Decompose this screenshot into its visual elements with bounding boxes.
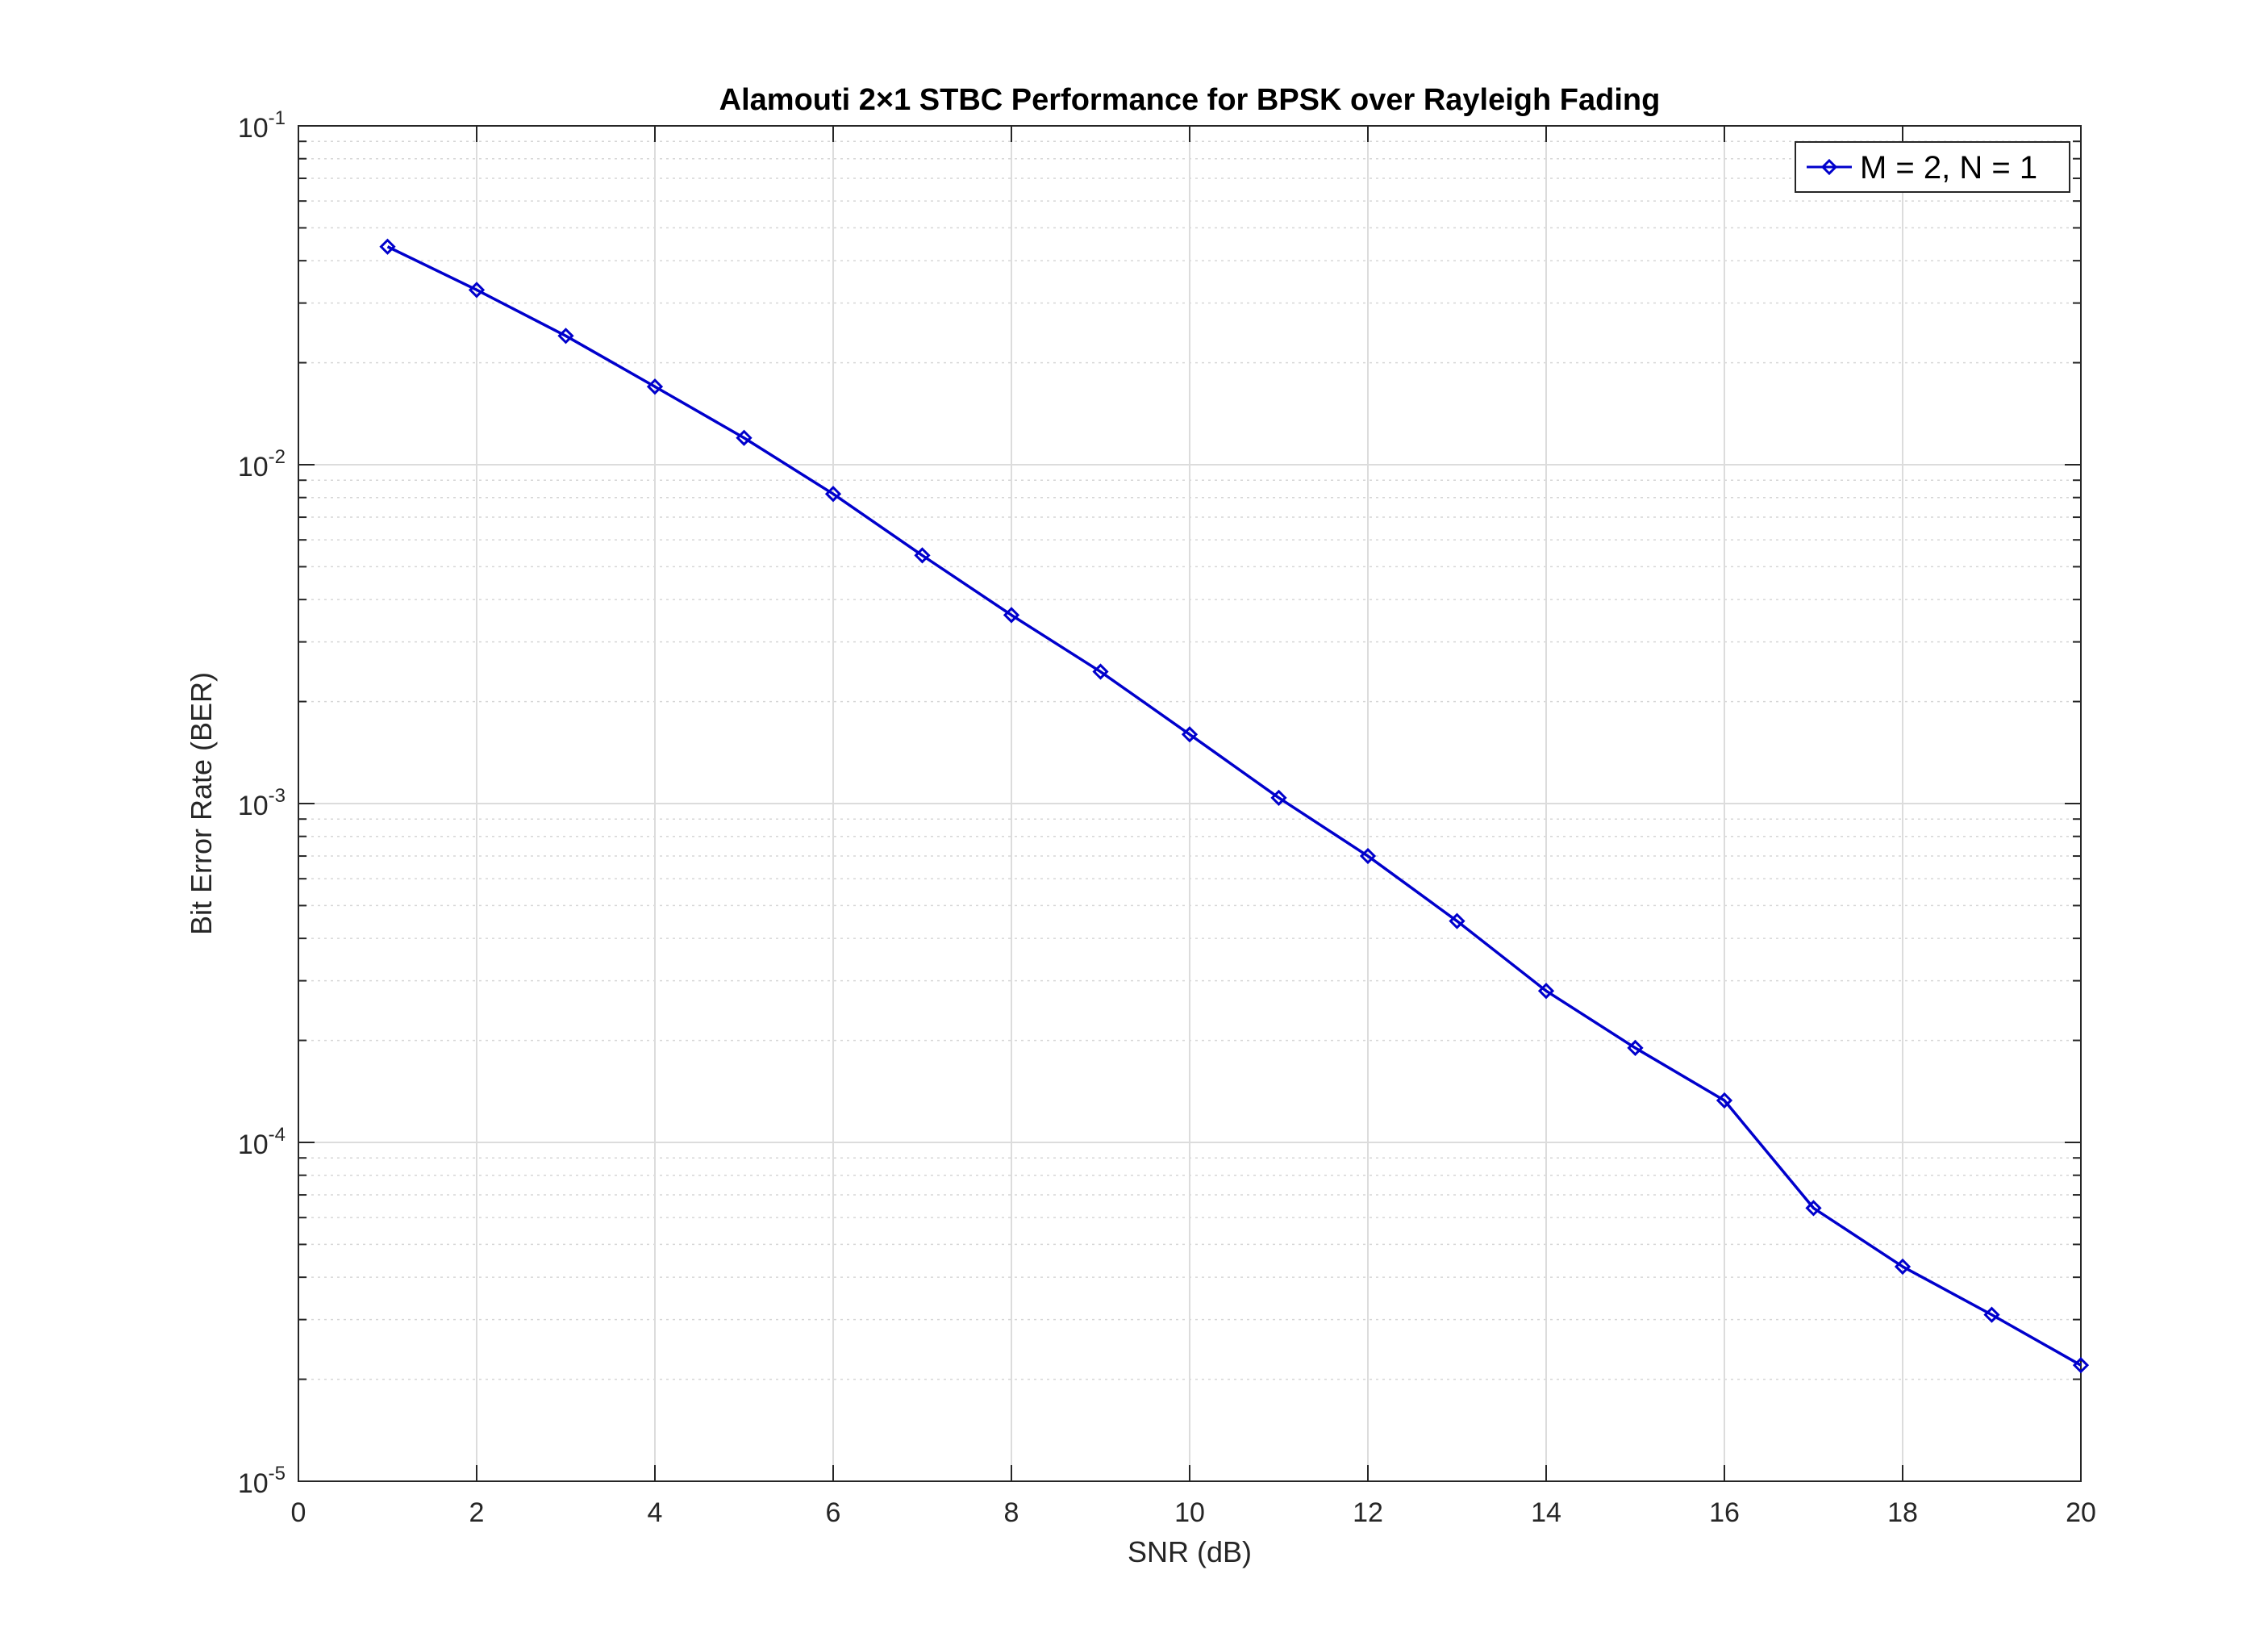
series-layer <box>379 238 2090 1374</box>
x-tick-label: 12 <box>1353 1497 1383 1528</box>
data-point-marker <box>1627 1039 1644 1057</box>
y-tick-label: 10-2 <box>238 446 286 482</box>
data-point-marker <box>379 238 396 255</box>
data-point-marker <box>824 486 842 503</box>
y-tick-label: 10-4 <box>238 1124 286 1160</box>
data-point-marker <box>1983 1306 2000 1323</box>
x-tick-label: 14 <box>1531 1497 1561 1528</box>
data-point-marker <box>1449 912 1465 929</box>
x-tick-label: 6 <box>826 1497 841 1528</box>
data-point-marker <box>1894 1258 1912 1276</box>
x-tick-label: 0 <box>291 1497 306 1528</box>
x-tick-label: 16 <box>1709 1497 1740 1528</box>
tick-marks <box>298 125 2082 1482</box>
data-point-marker <box>1003 607 1020 624</box>
data-point-marker <box>468 282 486 299</box>
legend: M = 2, N = 1 <box>1795 141 2070 193</box>
y-tick-labels: 10-5 10-4 10-3 10-2 10-1 <box>238 107 286 1499</box>
data-point-marker <box>1092 663 1109 680</box>
data-point-marker <box>1805 1200 1822 1217</box>
y-axis-label: Bit Error Rate (BER) <box>185 672 218 935</box>
x-tick-label: 10 <box>1174 1497 1205 1528</box>
data-point-marker <box>557 328 574 344</box>
x-tick-label: 20 <box>2066 1497 2096 1528</box>
data-point-marker <box>1181 726 1199 743</box>
x-tick-label: 8 <box>1004 1497 1019 1528</box>
data-point-marker <box>1359 847 1377 865</box>
data-point-marker <box>1270 789 1287 806</box>
x-tick-label: 4 <box>648 1497 663 1528</box>
x-axis-label: SNR (dB) <box>1128 1535 1252 1568</box>
series-line <box>386 245 2082 1367</box>
y-tick-label: 10-1 <box>238 107 286 144</box>
data-point-marker <box>914 547 931 564</box>
x-tick-label: 18 <box>1887 1497 1918 1528</box>
x-tick-label: 2 <box>469 1497 485 1528</box>
data-point-marker <box>1716 1092 1733 1109</box>
legend-entry-label: M = 2, N = 1 <box>1860 150 2037 186</box>
data-point-marker <box>646 378 664 395</box>
data-point-marker <box>736 429 753 446</box>
x-tick-labels: 0 2 4 6 8 10 12 14 16 18 20 <box>291 1497 2096 1528</box>
chart-title: Alamouti 2×1 STBC Performance for BPSK o… <box>719 83 1661 117</box>
y-tick-label: 10-5 <box>238 1463 286 1499</box>
data-point-marker <box>1537 983 1555 1000</box>
legend-marker-diamond <box>1820 158 1838 176</box>
data-point-marker <box>2072 1357 2090 1374</box>
y-tick-label: 10-3 <box>238 785 286 821</box>
